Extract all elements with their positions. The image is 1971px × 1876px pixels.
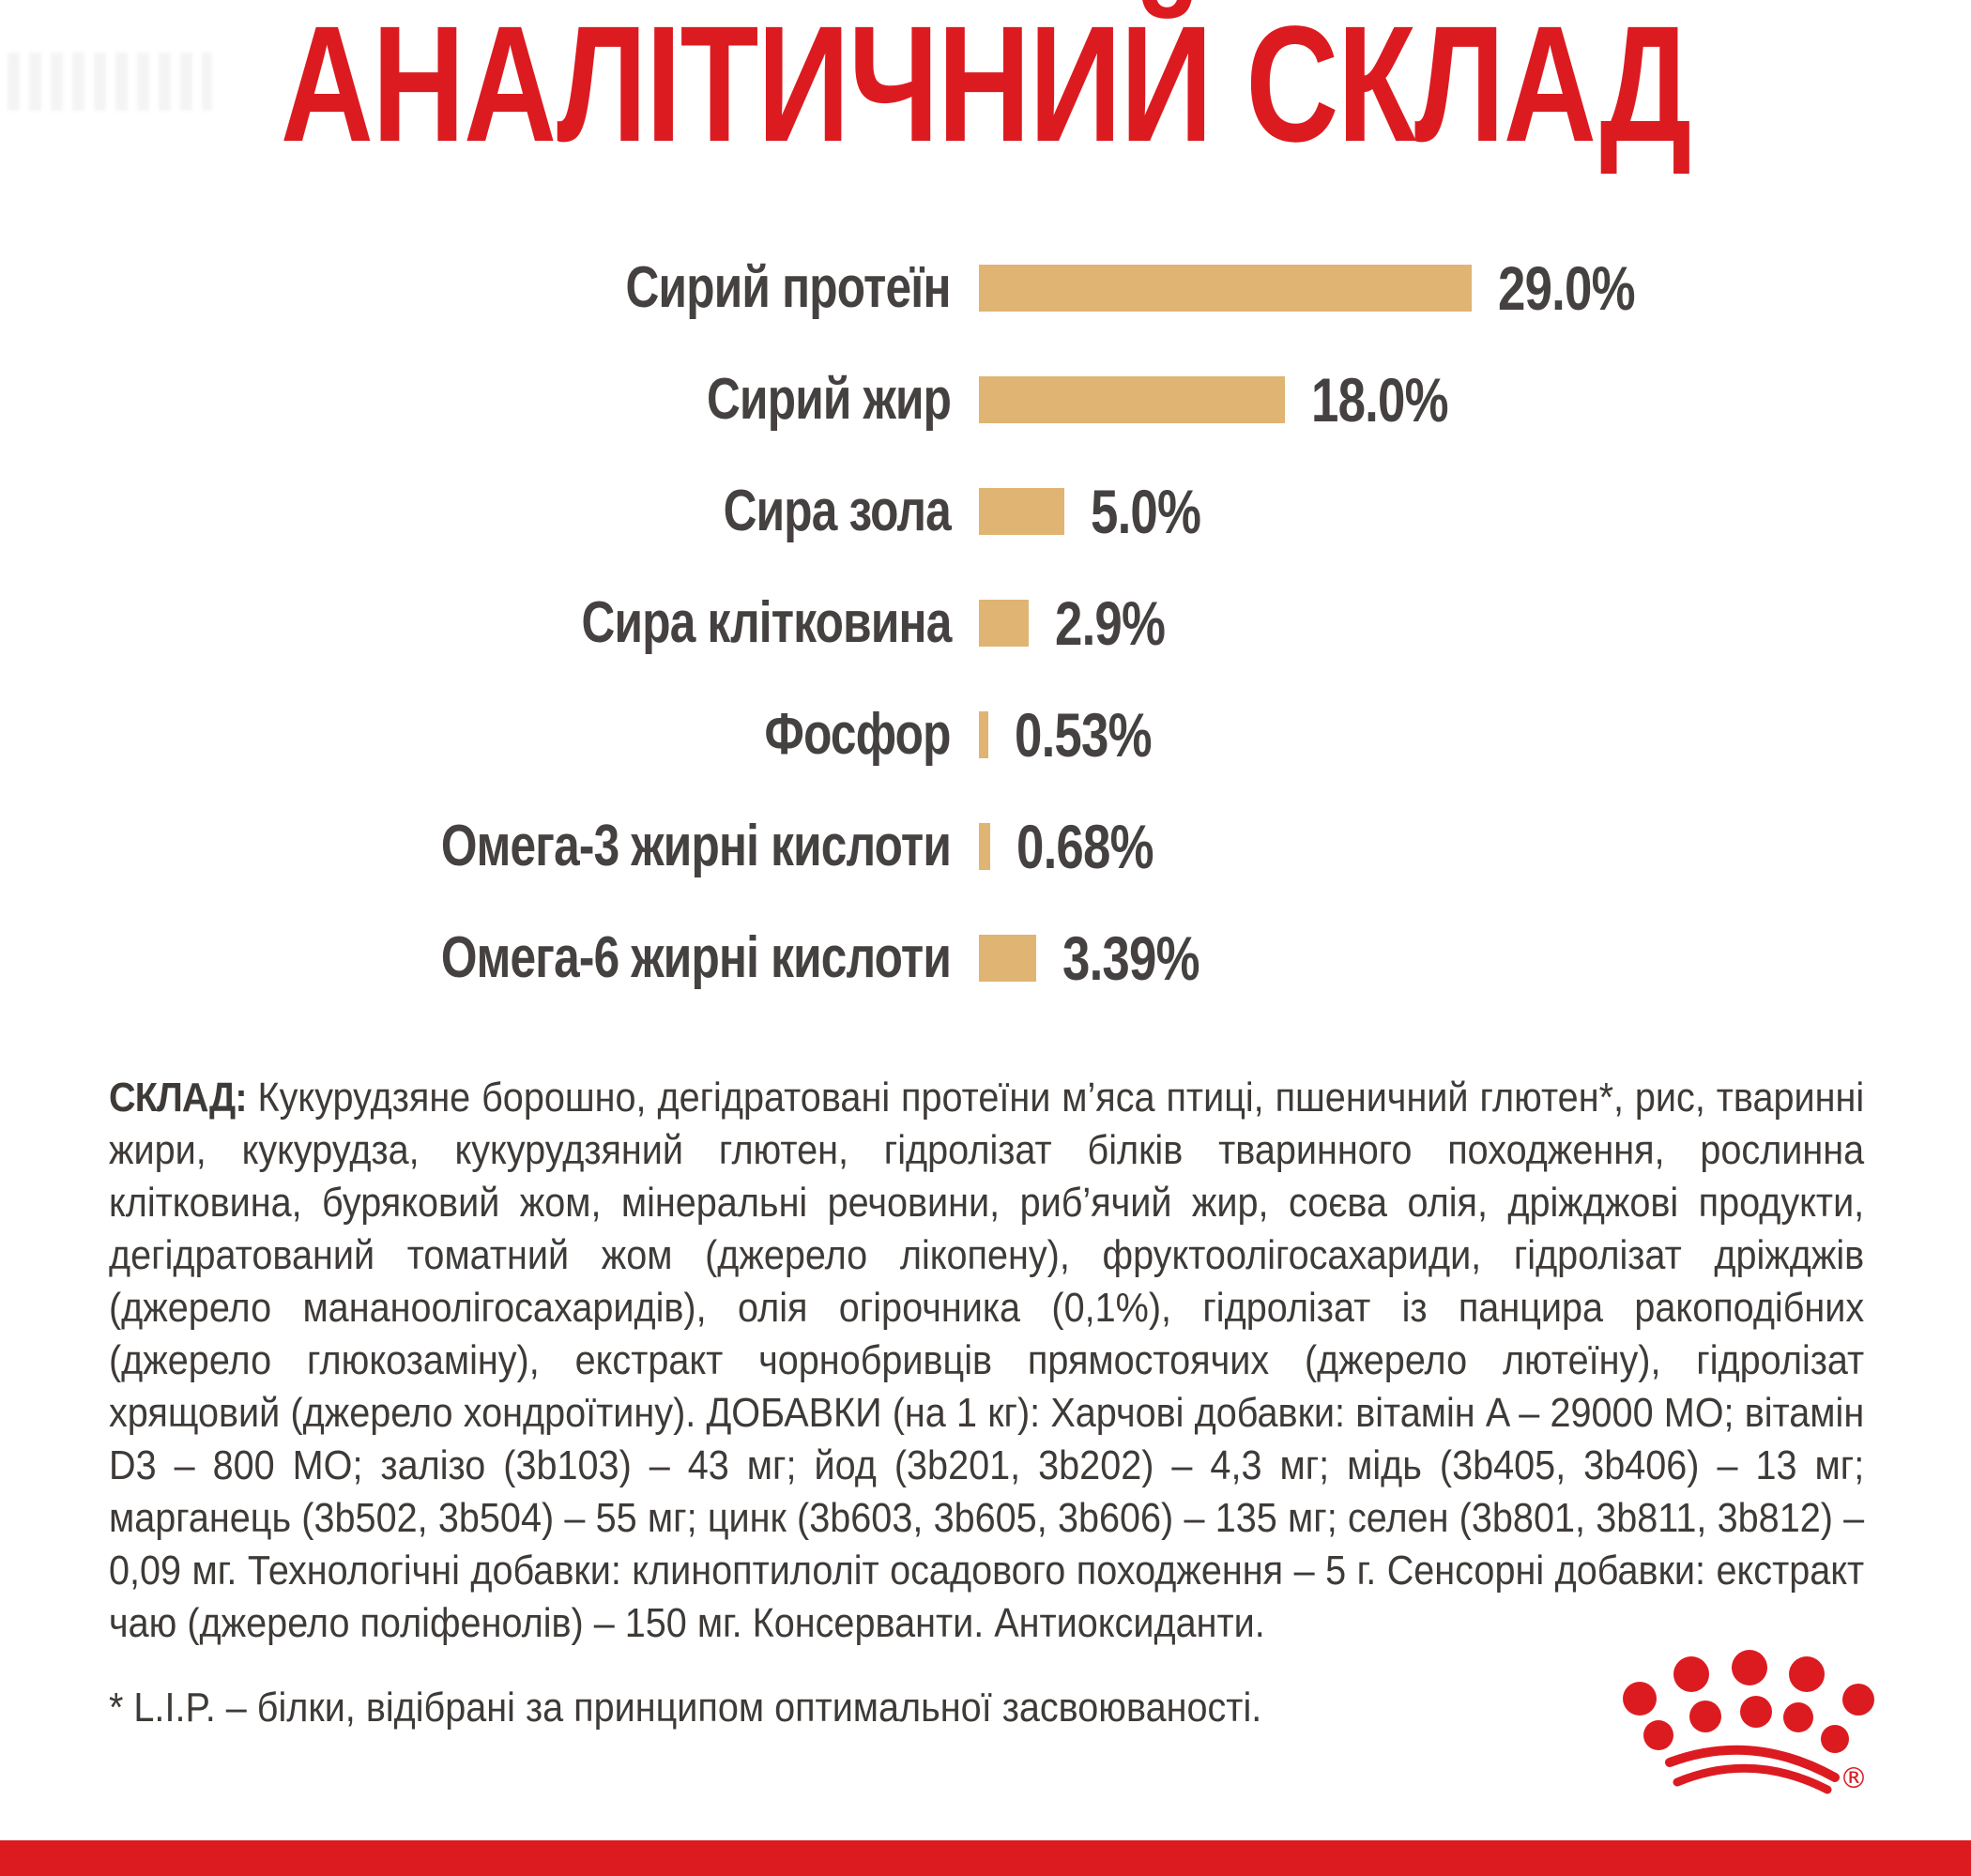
nutrient-bar	[979, 823, 991, 870]
nutrient-bar	[979, 376, 1285, 423]
crown-band	[1665, 1745, 1840, 1794]
composition-heading: СКЛАД:	[109, 1075, 248, 1121]
nutrient-value: 18.0%	[1310, 365, 1449, 435]
chart-row: Сирий протеїн 29.0%	[0, 257, 1971, 319]
nutrient-label: Сирий протеїн	[625, 255, 952, 320]
composition-chart: Сирий протеїн 29.0% Сирий жир 18.0% Сира…	[0, 257, 1971, 989]
chart-row: Сира клітковина 2.9%	[0, 592, 1971, 654]
nutrient-value: 29.0%	[1498, 253, 1636, 323]
nutrient-bar	[979, 488, 1064, 535]
chart-row: Сирий жир 18.0%	[0, 369, 1971, 431]
chart-row: Сира зола 5.0%	[0, 480, 1971, 542]
nutrient-label: Омега-6 жирні кислоти	[440, 925, 952, 990]
chart-row: Омега-3 жирні кислоти 0.68%	[0, 816, 1971, 877]
registered-trademark-icon: ®	[1840, 1762, 1868, 1795]
bottom-red-bar	[0, 1840, 1971, 1876]
page-title-text: АНАЛІТИЧНИЙ СКЛАД	[281, 0, 1691, 176]
nutrient-value: 2.9%	[1054, 588, 1166, 658]
nutrient-label: Сирий жир	[706, 367, 952, 432]
nutrient-value: 0.68%	[1016, 812, 1154, 881]
faint-watermark	[8, 53, 212, 111]
nutrient-bar	[979, 935, 1037, 982]
nutrient-bar	[979, 711, 988, 758]
lip-footnote: * L.I.P. – білки, відібрані за принципом…	[109, 1685, 1262, 1731]
nutrient-bar	[979, 265, 1472, 312]
page-title: АНАЛІТИЧНИЙ СКЛАД	[0, 2, 1971, 167]
royal-canin-crown-logo: ®	[1623, 1650, 1874, 1795]
nutrient-label: Омега-3 жирні кислоти	[440, 814, 952, 878]
composition-text: Кукурудзяне борошно, дегідратовані проте…	[109, 1075, 1865, 1646]
nutrient-label: Сира клітковина	[581, 590, 952, 655]
nutrient-value: 5.0%	[1090, 477, 1201, 546]
ingredients-paragraph: СКЛАД: Кукурудзяне борошно, дегідратован…	[109, 1072, 1864, 1650]
nutrient-bar	[979, 600, 1029, 647]
nutrient-value: 0.53%	[1014, 700, 1153, 770]
nutrient-label: Фосфор	[764, 702, 952, 767]
chart-row: Омега-6 жирні кислоти 3.39%	[0, 927, 1971, 989]
nutrient-value: 3.39%	[1062, 923, 1200, 993]
chart-row: Фосфор 0.53%	[0, 704, 1971, 766]
nutrient-label: Сира зола	[723, 479, 952, 543]
crown-dots	[1623, 1650, 1874, 1753]
